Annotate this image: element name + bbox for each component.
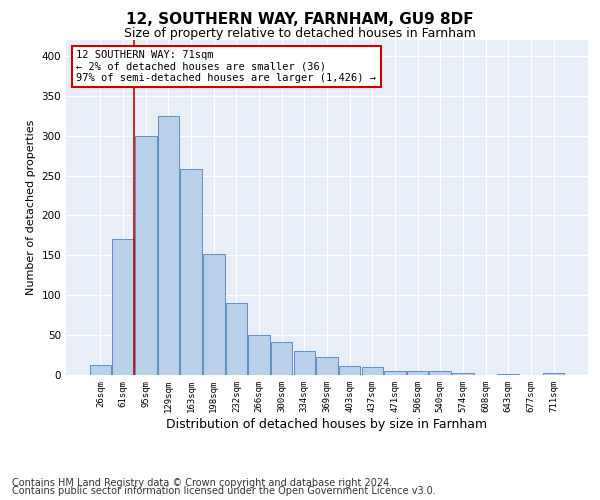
Text: Size of property relative to detached houses in Farnham: Size of property relative to detached ho… bbox=[124, 28, 476, 40]
Bar bbox=[497, 374, 519, 375]
Bar bbox=[226, 303, 247, 375]
Bar bbox=[181, 169, 202, 375]
Text: Contains public sector information licensed under the Open Government Licence v3: Contains public sector information licen… bbox=[12, 486, 436, 496]
Text: 12 SOUTHERN WAY: 71sqm
← 2% of detached houses are smaller (36)
97% of semi-deta: 12 SOUTHERN WAY: 71sqm ← 2% of detached … bbox=[76, 50, 376, 83]
Bar bbox=[271, 342, 292, 375]
Bar bbox=[452, 374, 473, 375]
Bar bbox=[316, 358, 338, 375]
Y-axis label: Number of detached properties: Number of detached properties bbox=[26, 120, 36, 295]
Bar bbox=[339, 366, 361, 375]
Bar bbox=[112, 240, 134, 375]
Bar bbox=[430, 371, 451, 375]
X-axis label: Distribution of detached houses by size in Farnham: Distribution of detached houses by size … bbox=[166, 418, 488, 430]
Bar bbox=[543, 374, 564, 375]
Text: 12, SOUTHERN WAY, FARNHAM, GU9 8DF: 12, SOUTHERN WAY, FARNHAM, GU9 8DF bbox=[126, 12, 474, 28]
Bar bbox=[158, 116, 179, 375]
Bar bbox=[203, 254, 224, 375]
Bar bbox=[293, 351, 315, 375]
Bar bbox=[384, 371, 406, 375]
Bar bbox=[362, 367, 383, 375]
Bar bbox=[407, 371, 428, 375]
Bar bbox=[135, 136, 157, 375]
Bar bbox=[248, 335, 270, 375]
Text: Contains HM Land Registry data © Crown copyright and database right 2024.: Contains HM Land Registry data © Crown c… bbox=[12, 478, 392, 488]
Bar bbox=[90, 366, 111, 375]
